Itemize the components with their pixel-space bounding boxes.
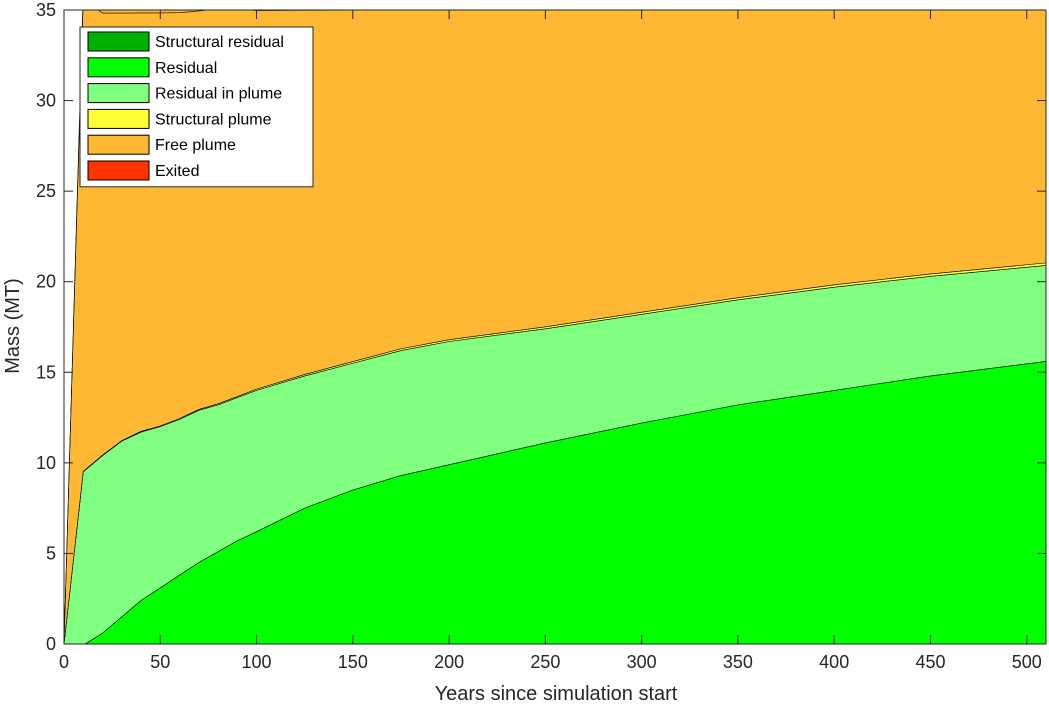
- y-tick-label: 25: [36, 181, 56, 201]
- x-tick-label: 300: [627, 652, 657, 672]
- axes: 0 50 100 150 200 250 300 350 400 450 500 0 5 10 15 20 25…: [36, 0, 1047, 672]
- x-tick-label: 500: [1012, 652, 1042, 672]
- legend-swatch-residual-in-plume: [87, 83, 150, 104]
- y-tick-label: 5: [46, 543, 56, 563]
- legend-swatch-exited: [87, 160, 150, 181]
- legend-label-structural-residual: Structural residual: [155, 34, 284, 51]
- legend-swatch-structural-residual: [87, 31, 150, 52]
- y-tick-label: 0: [46, 634, 56, 654]
- x-tick-label: 200: [434, 652, 464, 672]
- legend-label-structural-plume: Structural plume: [155, 111, 272, 128]
- plot-frame: [63, 9, 1047, 645]
- legend-swatch-residual: [87, 57, 150, 78]
- y-tick-label: 20: [36, 272, 56, 292]
- x-tick-label: 0: [59, 652, 69, 672]
- legend-label-free-plume: Free plume: [155, 137, 236, 154]
- y-tick-label: 30: [36, 91, 56, 111]
- x-tick-label: 100: [242, 652, 272, 672]
- y-axis-title: Mass (MT): [2, 278, 24, 374]
- legend-box: [79, 26, 314, 188]
- y-tick-label: 10: [36, 453, 56, 473]
- legend-label-exited: Exited: [155, 163, 199, 180]
- x-tick-label: 150: [338, 652, 368, 672]
- legend-label-residual: Residual: [155, 60, 217, 77]
- legend-swatch-structural-plume: [87, 108, 150, 129]
- area-exited: [64, 10, 610, 644]
- legend-label-residual-in-plume: Residual in plume: [155, 86, 282, 103]
- x-tick-label: 250: [530, 652, 560, 672]
- legend: Structural residual Residual Residual in p…: [79, 26, 314, 188]
- legend-swatch-free-plume: [87, 134, 150, 155]
- x-tick-label: 50: [150, 652, 170, 672]
- y-tick-label: 35: [36, 0, 56, 20]
- x-axis-title: Years since simulation start: [435, 683, 678, 705]
- x-tick-label: 450: [915, 652, 945, 672]
- x-tick-label: 400: [819, 652, 849, 672]
- y-tick-label: 15: [36, 362, 56, 382]
- x-tick-label: 350: [723, 652, 753, 672]
